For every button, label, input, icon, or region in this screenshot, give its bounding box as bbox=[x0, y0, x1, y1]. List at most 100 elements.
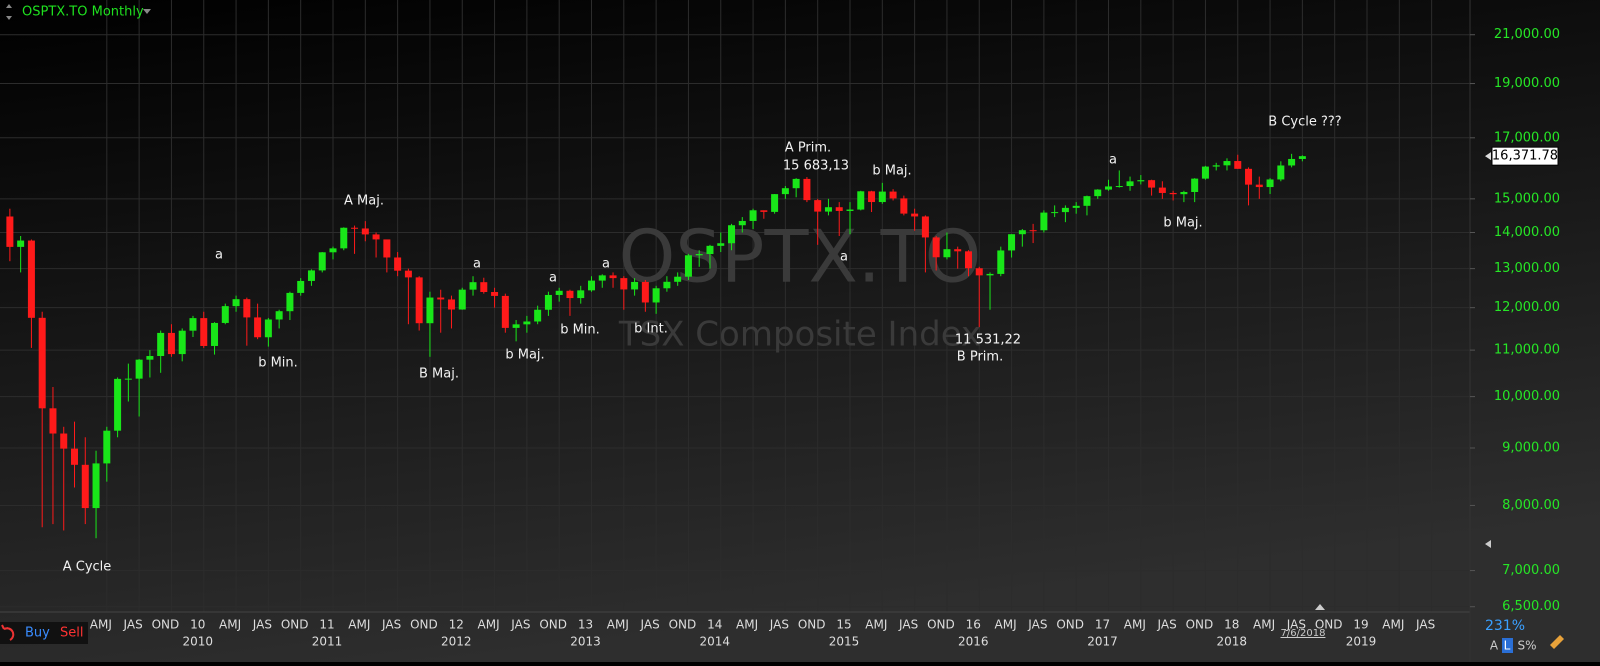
candle-body bbox=[717, 243, 725, 246]
x-tick-label: AMJ bbox=[1124, 618, 1146, 632]
x-tick-label: AMJ bbox=[90, 618, 112, 632]
candle-body bbox=[189, 318, 197, 331]
candle-body bbox=[932, 237, 940, 258]
candle-body bbox=[49, 408, 57, 434]
candle-body bbox=[404, 270, 412, 278]
candle-body bbox=[1288, 158, 1296, 166]
candle-body bbox=[447, 299, 455, 310]
annotation: a bbox=[602, 257, 610, 272]
candle-body bbox=[1266, 179, 1274, 188]
candle-body bbox=[1094, 189, 1102, 197]
annotation: a bbox=[1109, 153, 1117, 168]
x-tick-label: 10 bbox=[190, 618, 205, 632]
candle-body bbox=[114, 378, 122, 431]
scale-button[interactable]: A bbox=[1490, 639, 1499, 653]
candle-body bbox=[1126, 181, 1134, 187]
candle-body bbox=[1201, 166, 1209, 179]
y-tick-label: 7,000.00 bbox=[1502, 563, 1560, 578]
y-tick-label: 10,000.00 bbox=[1494, 389, 1560, 404]
candle-body bbox=[781, 188, 789, 195]
x-tick-label: JAS bbox=[510, 618, 530, 632]
x-tick-label: OND bbox=[281, 618, 309, 632]
candle-body bbox=[1212, 165, 1220, 167]
annotation: A Maj. bbox=[344, 194, 384, 209]
plot bbox=[6, 153, 1306, 539]
title-control[interactable]: OSPTX.TO Monthly bbox=[6, 4, 151, 20]
y-tick-label: 19,000.00 bbox=[1494, 76, 1560, 91]
candle-body bbox=[684, 255, 692, 277]
candle-body bbox=[286, 292, 294, 312]
x-year-label: 2012 bbox=[441, 635, 472, 649]
chart-title[interactable]: OSPTX.TO Monthly bbox=[22, 5, 144, 20]
y-tick-label: 15,000.00 bbox=[1494, 191, 1560, 206]
x-tick-label: AMJ bbox=[736, 618, 758, 632]
x-tick-label: OND bbox=[539, 618, 567, 632]
x-year-label: 2014 bbox=[699, 635, 730, 649]
watermark: OSPTX.TO bbox=[619, 215, 982, 299]
candle-body bbox=[878, 191, 886, 203]
marker bbox=[1315, 604, 1325, 610]
candle-body bbox=[1148, 180, 1156, 188]
candle-body bbox=[588, 280, 595, 291]
candle-body bbox=[749, 210, 757, 221]
candle-body bbox=[1105, 186, 1112, 190]
candle-body bbox=[297, 280, 305, 293]
candle-body bbox=[458, 289, 466, 310]
x-tick-label: AMJ bbox=[478, 618, 500, 632]
candle-body bbox=[771, 194, 779, 212]
marker bbox=[1485, 540, 1491, 548]
scale-button[interactable]: S% bbox=[1517, 639, 1536, 653]
candle-body bbox=[1180, 192, 1188, 195]
y-tick-label: 17,000.00 bbox=[1494, 130, 1560, 145]
candle-body bbox=[340, 227, 348, 249]
candle-body bbox=[6, 216, 14, 247]
scale-button[interactable]: L bbox=[1504, 639, 1511, 653]
candle-body bbox=[824, 207, 832, 212]
dropdown-arrow bbox=[143, 9, 151, 14]
scale-button-bg bbox=[1502, 638, 1513, 653]
annotation: b Int. bbox=[634, 322, 668, 337]
candle-body bbox=[361, 228, 369, 235]
grid bbox=[0, 0, 1470, 612]
annotation: B Cycle ??? bbox=[1268, 115, 1341, 130]
x-year-label: 2015 bbox=[829, 635, 860, 649]
x-tick-label: OND bbox=[927, 618, 955, 632]
candle-body bbox=[60, 433, 68, 449]
x-year-label: 2011 bbox=[312, 635, 343, 649]
candle-body bbox=[512, 324, 520, 328]
annotation: a bbox=[473, 257, 481, 272]
zoom-level: 231% bbox=[1485, 618, 1525, 634]
x-tick-label: OND bbox=[1315, 618, 1343, 632]
annotation: b Min. bbox=[560, 323, 600, 338]
candle-body bbox=[103, 430, 111, 464]
x-tick-label: JAS bbox=[898, 618, 918, 632]
y-tick-label: 21,000.00 bbox=[1494, 27, 1560, 42]
buy-button[interactable]: Buy bbox=[25, 626, 50, 641]
x-tick-label: 15 bbox=[836, 618, 851, 632]
candle-body bbox=[480, 282, 488, 293]
x-tick-label: JAS bbox=[252, 618, 272, 632]
x-tick-label: 11 bbox=[319, 618, 334, 632]
candle-body bbox=[27, 240, 35, 318]
candle-body bbox=[566, 290, 574, 299]
sort-icon bbox=[6, 4, 12, 20]
candle-body bbox=[1040, 212, 1048, 231]
candle-body bbox=[92, 463, 100, 509]
candle-body bbox=[426, 297, 434, 324]
x-year-label: 2010 bbox=[182, 635, 213, 649]
sell-button[interactable]: Sell bbox=[60, 626, 83, 641]
edit-icon[interactable] bbox=[1550, 635, 1564, 649]
x-tick-label: JAS bbox=[381, 618, 401, 632]
x-year-label: 2016 bbox=[958, 635, 989, 649]
annotation: b Min. bbox=[258, 356, 298, 371]
annotation: b Maj. bbox=[1163, 216, 1202, 231]
candle-body bbox=[501, 295, 509, 328]
x-tick-label: 12 bbox=[449, 618, 464, 632]
x-tick-label: 18 bbox=[1224, 618, 1239, 632]
x-tick-label: JAS bbox=[1286, 618, 1306, 632]
candle-body bbox=[1061, 207, 1069, 213]
candle-body bbox=[264, 319, 272, 338]
candle-body bbox=[351, 227, 359, 229]
candle-body bbox=[146, 356, 154, 360]
candle-body bbox=[329, 248, 337, 253]
